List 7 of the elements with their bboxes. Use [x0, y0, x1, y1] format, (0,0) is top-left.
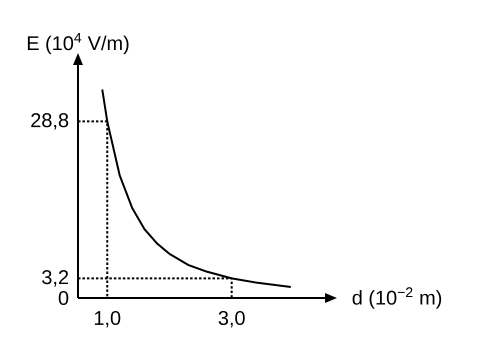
y-axis-title: E (10$^{4}$ V/m) [28, 32, 129, 54]
x-tick-label: 3,0 [218, 310, 245, 328]
y-tick-label: 0 [58, 290, 68, 306]
x-axis-title: d (10$^{−2}$ m) [352, 287, 442, 309]
y-tick-label: 28,8 [31, 113, 68, 130]
x-tick-label: 1,0 [94, 310, 120, 328]
y-tick-label: 3,2 [42, 270, 68, 287]
